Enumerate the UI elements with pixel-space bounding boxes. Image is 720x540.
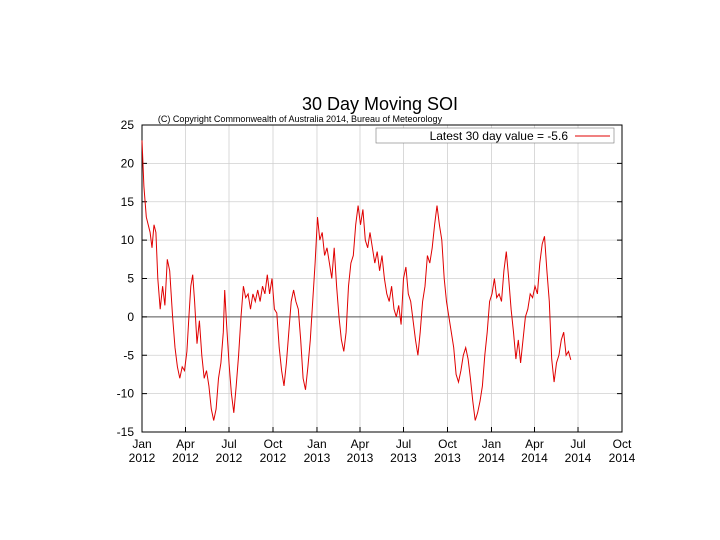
x-tick-month: Oct bbox=[264, 437, 283, 451]
x-tick-year: 2013 bbox=[304, 451, 331, 465]
x-tick-year: 2014 bbox=[565, 451, 592, 465]
y-tick-label: 0 bbox=[127, 310, 134, 324]
x-tick-month: Jan bbox=[307, 437, 326, 451]
x-tick-year: 2014 bbox=[521, 451, 548, 465]
x-tick-year: 2014 bbox=[609, 451, 636, 465]
soi-series-line bbox=[141, 140, 572, 421]
x-tick-month: Jul bbox=[221, 437, 236, 451]
legend-label: Latest 30 day value = -5.6 bbox=[430, 129, 569, 143]
x-tick-year: 2013 bbox=[347, 451, 374, 465]
y-tick-label: -10 bbox=[117, 387, 135, 401]
x-axis-ticks: Jan2012Apr2012Jul2012Oct2012Jan2013Apr20… bbox=[129, 427, 636, 465]
x-tick-month: Apr bbox=[525, 437, 544, 451]
grid-lines bbox=[142, 125, 622, 432]
legend: Latest 30 day value = -5.6 bbox=[375, 127, 615, 144]
x-tick-year: 2012 bbox=[216, 451, 243, 465]
x-tick-year: 2012 bbox=[260, 451, 287, 465]
x-tick-year: 2012 bbox=[129, 451, 156, 465]
chart-title: 30 Day Moving SOI bbox=[302, 94, 458, 114]
y-tick-label: 20 bbox=[121, 156, 135, 170]
x-tick-month: Jan bbox=[482, 437, 501, 451]
y-tick-label: 10 bbox=[121, 233, 135, 247]
x-tick-year: 2013 bbox=[434, 451, 461, 465]
y-tick-label: -5 bbox=[123, 348, 134, 362]
x-tick-month: Oct bbox=[438, 437, 457, 451]
legend-box bbox=[375, 127, 615, 144]
x-tick-year: 2012 bbox=[172, 451, 199, 465]
y-tick-label: 15 bbox=[121, 195, 135, 209]
x-tick-month: Jul bbox=[570, 437, 585, 451]
copyright-text: (C) Copyright Commonwealth of Australia … bbox=[158, 114, 443, 124]
y-tick-label: -15 bbox=[117, 425, 135, 439]
x-tick-month: Apr bbox=[176, 437, 195, 451]
x-tick-month: Oct bbox=[613, 437, 632, 451]
x-tick-month: Jul bbox=[396, 437, 411, 451]
x-tick-month: Jan bbox=[132, 437, 151, 451]
y-tick-label: 25 bbox=[121, 118, 135, 132]
x-tick-month: Apr bbox=[351, 437, 370, 451]
y-axis-ticks: -15 -10 -5 0 5 10 15 20 25 bbox=[117, 118, 622, 439]
x-tick-year: 2013 bbox=[390, 451, 417, 465]
y-tick-label: 5 bbox=[127, 272, 134, 286]
x-tick-year: 2014 bbox=[478, 451, 505, 465]
